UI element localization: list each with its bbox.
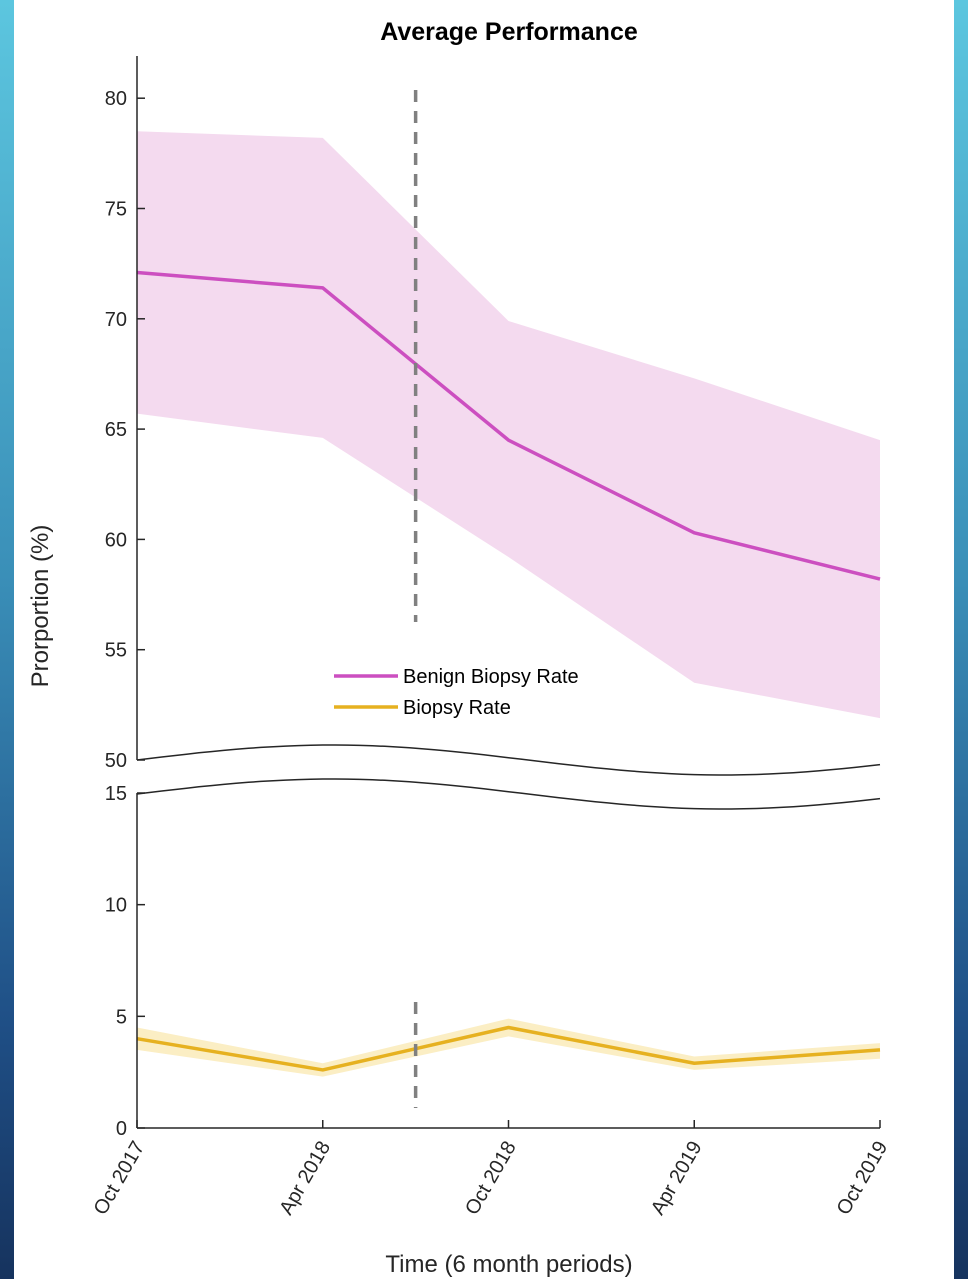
- axis-break-lower: [136, 778, 881, 810]
- chart: Average Performance Prorportion (%) Time…: [27, 18, 893, 1278]
- legend: Benign Biopsy Rate Biopsy Rate: [334, 666, 579, 719]
- x-tick-label: Oct 2017: [90, 1138, 150, 1219]
- y-tick-label-lower: 0: [116, 1118, 127, 1140]
- series-band-0: [137, 131, 880, 719]
- y-tick-label-upper: 50: [105, 750, 127, 772]
- y-tick-label-upper: 60: [105, 529, 127, 551]
- x-axis-label: Time (6 month periods): [385, 1251, 632, 1278]
- x-tick-label: Oct 2018: [461, 1138, 521, 1219]
- legend-label: Benign Biopsy Rate: [403, 666, 579, 688]
- y-tick-label-lower: 5: [116, 1006, 127, 1028]
- x-tick-label: Apr 2018: [275, 1138, 335, 1219]
- y-tick-label-upper: 55: [105, 640, 127, 662]
- y-tick-label-upper: 65: [105, 419, 127, 441]
- y-tick-label-lower: 15: [105, 783, 127, 805]
- y-tick-label-upper: 75: [105, 199, 127, 221]
- x-tick-label: Oct 2019: [833, 1138, 893, 1219]
- legend-label: Biopsy Rate: [403, 697, 511, 719]
- y-tick-label-lower: 10: [105, 895, 127, 917]
- chart-title: Average Performance: [380, 18, 638, 46]
- axis-break-upper: [136, 744, 881, 776]
- figure-canvas: Average Performance Prorportion (%) Time…: [14, 0, 954, 1279]
- y-tick-label-upper: 70: [105, 309, 127, 331]
- x-tick-label: Apr 2019: [647, 1138, 707, 1219]
- y-axis-label: Prorportion (%): [27, 525, 54, 688]
- y-tick-label-upper: 80: [105, 88, 127, 110]
- plot-area: 50 55 60 65 70 75 80 0 5 10 15 Oct 2017 Apr 2018 Oct …: [90, 56, 893, 1219]
